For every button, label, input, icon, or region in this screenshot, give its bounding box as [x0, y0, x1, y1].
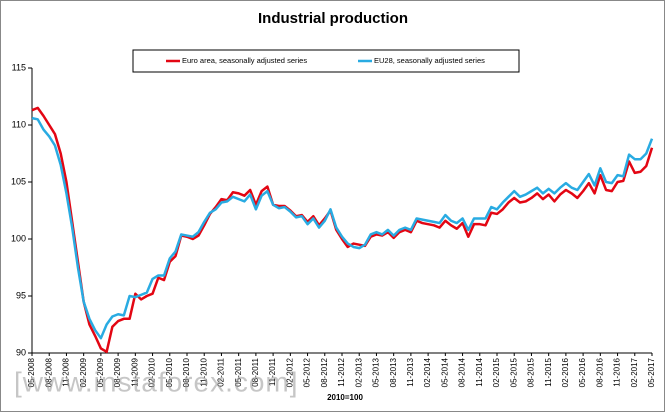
- watermark: [www.instaforex.com]: [14, 366, 299, 397]
- x-tick-label: 02-2016: [561, 357, 570, 387]
- x-tick-label: 11-2010: [199, 357, 208, 386]
- x-tick-label: 02-2017: [630, 357, 639, 387]
- x-tick-label: 05-2013: [372, 357, 381, 387]
- x-tick-label: 05-2014: [440, 357, 449, 387]
- x-tick-label: 02-2013: [354, 357, 363, 387]
- x-tick-label: 11-2011: [268, 357, 277, 386]
- y-tick-label: 90: [16, 347, 26, 357]
- legend-label: EU28, seasonally adjusted series: [374, 56, 485, 65]
- x-tick-label: 05-2012: [303, 357, 312, 387]
- chart-title: Industrial production: [258, 10, 408, 27]
- x-tick-label: 08-2011: [251, 357, 260, 386]
- x-tick-label: 08-2012: [320, 357, 329, 387]
- x-tick-label: 08-2010: [182, 357, 191, 387]
- x-tick-label: 05-2011: [234, 357, 243, 386]
- y-tick-label: 105: [11, 176, 26, 186]
- x-tick-label: 05-2016: [578, 357, 587, 387]
- x-tick-label: 05-2015: [509, 357, 518, 387]
- legend-label: Euro area, seasonally adjusted series: [182, 56, 307, 65]
- y-tick-label: 110: [12, 119, 26, 129]
- x-tick-label: 11-2009: [130, 357, 139, 386]
- series-line: [31, 116, 654, 340]
- x-tick-label: 08-2014: [458, 357, 467, 387]
- legend-box: [132, 49, 520, 73]
- x-tick-label: 08-2013: [389, 357, 398, 387]
- x-tick-label: 02-2011: [217, 357, 226, 386]
- x-tick-label: 02-2015: [492, 357, 501, 387]
- x-tick-label: 11-2014: [475, 357, 484, 386]
- x-tick-label: 11-2016: [613, 357, 622, 386]
- x-tick-label: 11-2015: [544, 357, 553, 386]
- x-tick-label: 11-2013: [406, 357, 415, 386]
- x-tick-label: 05-2008: [27, 357, 36, 387]
- y-tick-label: 100: [11, 233, 26, 243]
- x-tick-label: 11-2008: [62, 357, 71, 386]
- y-tick-label: 115: [12, 62, 26, 72]
- x-tick-label: 08-2009: [113, 357, 122, 387]
- x-tick-label: 08-2016: [595, 357, 604, 387]
- x-tick-label: 02-2010: [148, 357, 157, 387]
- y-tick-label: 95: [16, 290, 26, 300]
- x-tick-label: 11-2012: [337, 357, 346, 386]
- x-tick-label: 05-2009: [96, 357, 105, 387]
- x-tick-label: 02-2012: [285, 357, 294, 387]
- note: 2010=100: [327, 393, 363, 402]
- x-tick-label: 05-2010: [165, 357, 174, 387]
- x-tick-label: 05-2017: [647, 357, 656, 387]
- x-tick-label: 02-2014: [423, 357, 432, 387]
- x-tick-label: 02-2009: [79, 357, 88, 387]
- x-tick-label: 08-2008: [44, 357, 53, 387]
- x-tick-label: 08-2015: [527, 357, 536, 387]
- series-line: [31, 106, 654, 354]
